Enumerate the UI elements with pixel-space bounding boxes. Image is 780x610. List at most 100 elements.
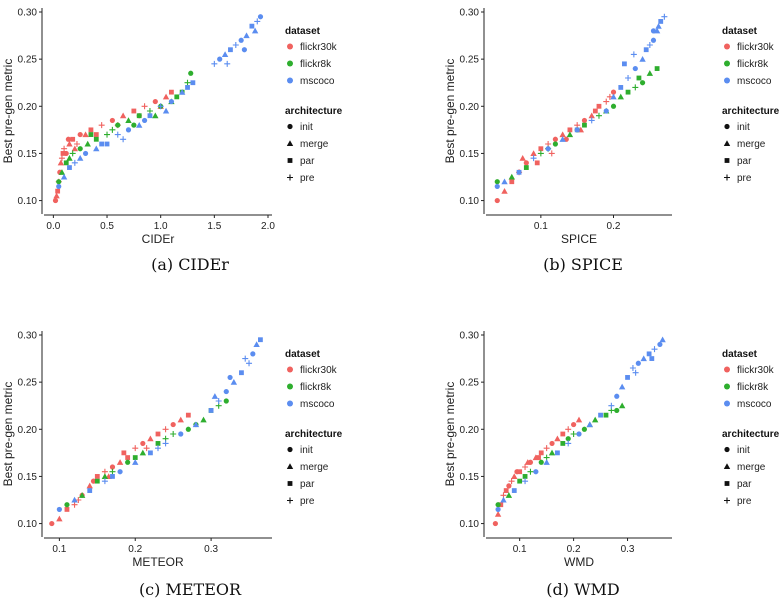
- legend-item-init: init: [737, 445, 750, 456]
- data-point: [610, 93, 617, 100]
- series-flickr8k: [495, 402, 626, 508]
- legend-item-merge: merge: [300, 462, 329, 473]
- y-tick-label: 0.15: [18, 149, 38, 160]
- data-point: [560, 441, 566, 446]
- legend-item-merge: merge: [300, 139, 329, 150]
- data-point: [88, 127, 94, 133]
- data-point: [570, 431, 577, 437]
- data-point: [76, 154, 84, 161]
- data-point: [87, 488, 93, 493]
- data-point: [104, 131, 111, 138]
- legend-shape-par: [724, 481, 730, 486]
- data-point: [618, 85, 624, 90]
- y-tick-label: 0.15: [18, 472, 38, 483]
- data-point: [78, 492, 86, 498]
- y-tick-label: 0.10: [18, 519, 38, 530]
- data-point: [64, 502, 70, 508]
- data-point: [559, 131, 566, 138]
- legend-swatch-mscoco: [724, 77, 730, 84]
- data-point: [505, 492, 513, 498]
- data-point: [614, 407, 620, 414]
- data-point: [58, 155, 65, 162]
- chart-panel-a: 0.10 0.15 0.20 0.25 0.30 0.0 0.5 1.0 1.5 2.0 CIDEr…: [1, 8, 343, 275]
- data-point: [533, 469, 539, 475]
- y-axis-label: Best pre-gen metric: [443, 59, 457, 164]
- data-point: [53, 192, 60, 199]
- data-point: [511, 488, 517, 493]
- data-point: [582, 122, 587, 128]
- data-point: [65, 136, 71, 142]
- data-point: [141, 103, 148, 110]
- data-point: [109, 126, 116, 133]
- data-point: [101, 473, 109, 479]
- data-point: [132, 455, 138, 460]
- x-tick-label: 1.0: [154, 221, 168, 232]
- data-point: [217, 56, 223, 62]
- data-point: [632, 369, 639, 376]
- data-point: [94, 478, 100, 484]
- data-point: [52, 197, 59, 204]
- data-point: [588, 112, 595, 119]
- data-point: [238, 37, 244, 43]
- x-tick-label: 0.2: [567, 544, 581, 555]
- series-mscoco: [56, 337, 263, 513]
- data-point: [625, 75, 632, 81]
- data-point: [618, 383, 626, 390]
- data-point: [157, 103, 164, 110]
- data-point: [635, 360, 641, 366]
- series-flickr8k: [56, 70, 194, 185]
- data-point: [543, 445, 550, 452]
- data-point: [514, 469, 520, 475]
- data-point: [649, 356, 655, 361]
- data-point: [575, 416, 583, 423]
- y-axis-label: Best pre-gen metric: [1, 59, 15, 164]
- data-point: [522, 474, 528, 479]
- data-point: [617, 93, 624, 100]
- data-point: [90, 478, 97, 484]
- legend-item-init: init: [300, 445, 313, 456]
- data-point: [643, 47, 649, 53]
- data-point: [565, 436, 571, 442]
- data-point: [215, 398, 222, 404]
- data-point: [566, 131, 574, 138]
- y-tick-label: 0.30: [18, 331, 38, 342]
- data-point: [185, 426, 191, 432]
- data-point: [511, 473, 518, 479]
- legend-title-architecture: architecture: [285, 106, 343, 117]
- data-point: [57, 159, 65, 166]
- legend-shape-pre: [724, 497, 730, 504]
- legend-item-flickr30k: flickr30k: [737, 42, 775, 53]
- data-point: [538, 459, 544, 465]
- y-tick-label: 0.25: [18, 378, 38, 389]
- legend-item-pre: pre: [300, 496, 315, 507]
- data-point: [77, 131, 83, 138]
- data-point: [120, 136, 127, 143]
- data-point: [98, 122, 105, 129]
- data-point: [658, 19, 664, 24]
- data-point: [519, 154, 526, 161]
- data-point: [503, 488, 509, 493]
- data-point: [622, 61, 627, 67]
- data-point: [654, 66, 660, 71]
- data-point: [162, 426, 169, 433]
- data-point: [55, 188, 61, 194]
- x-tick-label: 0.2: [607, 221, 621, 232]
- data-point: [249, 23, 255, 29]
- data-point: [548, 449, 556, 456]
- data-point: [60, 151, 66, 156]
- data-point: [177, 416, 184, 423]
- data-point: [523, 165, 529, 170]
- data-point: [517, 469, 523, 475]
- data-point: [188, 70, 194, 76]
- data-point: [49, 520, 55, 527]
- data-point: [651, 346, 658, 353]
- data-point: [155, 445, 161, 452]
- data-point: [208, 408, 214, 413]
- data-point: [60, 173, 68, 180]
- legend-swatch-flickr8k: [724, 60, 730, 67]
- data-point: [250, 351, 256, 357]
- data-point: [554, 435, 561, 442]
- data-point: [639, 55, 646, 62]
- data-point: [170, 431, 177, 437]
- data-point: [596, 103, 602, 109]
